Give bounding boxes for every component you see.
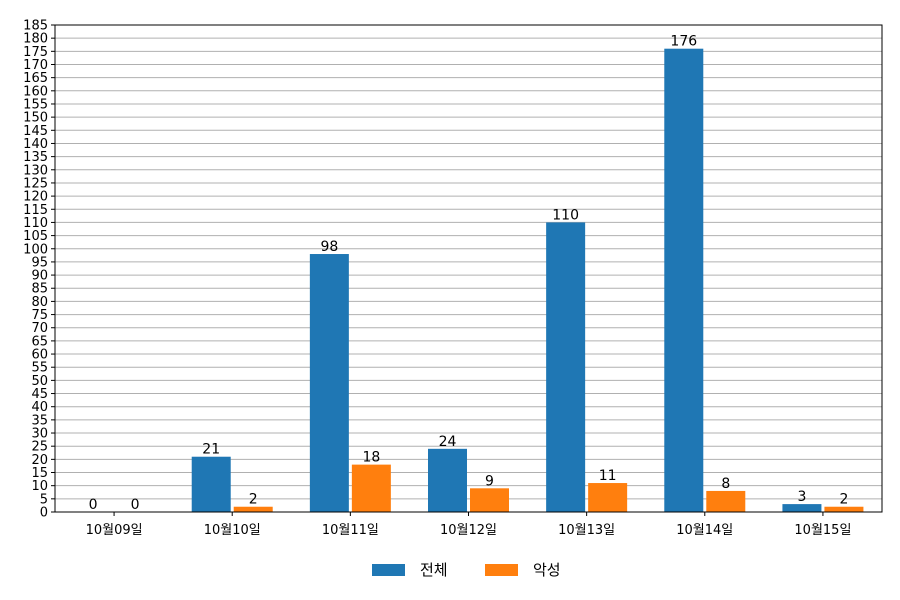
data-label: 9: [485, 473, 494, 489]
data-label: 18: [362, 450, 380, 466]
y-tick-label: 55: [31, 361, 48, 376]
data-label: 98: [320, 239, 338, 255]
data-labels: 0 0 21 2 98 18 24 9 110 11 176 8 3 2: [89, 34, 849, 513]
data-label: 0: [131, 497, 140, 513]
y-tick-label: 155: [23, 97, 48, 112]
y-tick-label: 30: [31, 427, 48, 442]
x-tick-label: 10월10일: [204, 523, 261, 538]
y-tick-label: 115: [23, 203, 48, 218]
y-tick-label: 60: [31, 348, 48, 363]
x-tick-label: 10월14일: [676, 523, 733, 538]
y-tick-label: 85: [31, 282, 48, 297]
y-tick-label: 100: [23, 242, 48, 257]
y-tick-label: 90: [31, 269, 48, 284]
data-label: 0: [89, 497, 98, 513]
data-label: 21: [202, 442, 220, 458]
data-label: 110: [552, 207, 579, 223]
bar-total: [782, 504, 822, 512]
y-tick-label: 180: [23, 32, 48, 47]
x-axis-ticks: 10월09일 10월10일 10월11일 10월12일 10월13일 10월14일 10월1…: [86, 512, 851, 538]
bar-total: [309, 254, 349, 513]
y-tick-label: 175: [23, 45, 48, 60]
data-label: 176: [670, 34, 697, 50]
y-tick-label: 45: [31, 387, 48, 402]
bar-total: [191, 456, 231, 512]
y-tick-label: 145: [23, 124, 48, 139]
y-tick-label: 0: [40, 506, 48, 521]
y-tick-label: 40: [31, 400, 48, 415]
y-tick-label: 160: [23, 84, 48, 99]
y-tick-label: 125: [23, 176, 48, 191]
y-tick-label: 5: [40, 492, 48, 507]
y-axis-ticks: 0510152025303540455055606570758085909510…: [23, 19, 55, 521]
legend-swatch: [372, 564, 405, 576]
x-tick-label: 10월09일: [86, 523, 143, 538]
data-label: 24: [439, 434, 457, 450]
data-label: 11: [599, 468, 617, 484]
data-label: 8: [721, 476, 730, 492]
legend: 전체 악성: [372, 561, 561, 579]
y-tick-label: 15: [31, 466, 48, 481]
data-label: 2: [249, 492, 258, 508]
y-tick-label: 110: [23, 216, 48, 231]
y-tick-label: 150: [23, 111, 48, 126]
x-tick-label: 10월11일: [322, 523, 379, 538]
bar-total: [428, 448, 467, 512]
y-tick-label: 35: [31, 413, 48, 428]
y-tick-label: 50: [31, 374, 48, 389]
y-tick-label: 70: [31, 321, 48, 336]
y-tick-label: 10: [31, 479, 48, 494]
bar-malicious: [233, 506, 273, 512]
y-tick-label: 105: [23, 229, 48, 244]
y-tick-label: 25: [31, 440, 48, 455]
y-tick-label: 20: [31, 453, 48, 468]
y-tick-label: 75: [31, 308, 48, 323]
grid-lines: [55, 37, 882, 500]
y-tick-label: 170: [23, 58, 48, 73]
x-tick-label: 10월15일: [794, 523, 851, 538]
x-tick-label: 10월12일: [440, 523, 497, 538]
data-label: 2: [839, 492, 848, 508]
data-label: 3: [797, 489, 806, 505]
bar-malicious: [351, 464, 391, 512]
plot-frame: [54, 24, 883, 513]
legend-label: 악성: [533, 561, 561, 579]
y-tick-label: 165: [23, 71, 48, 86]
x-tick-label: 10월13일: [558, 523, 615, 538]
y-tick-label: 95: [31, 255, 48, 270]
bar-malicious: [588, 483, 628, 512]
y-tick-label: 130: [23, 163, 48, 178]
y-tick-label: 120: [23, 190, 48, 205]
y-tick-label: 65: [31, 334, 48, 349]
bar-total: [664, 48, 704, 512]
y-tick-label: 80: [31, 295, 48, 310]
y-tick-label: 140: [23, 137, 48, 152]
bars: [191, 48, 864, 513]
bar-malicious: [470, 488, 509, 512]
bar-malicious: [706, 490, 746, 512]
bar-malicious: [824, 506, 864, 512]
y-tick-label: 185: [23, 19, 48, 34]
legend-label: 전체: [420, 561, 448, 579]
y-tick-label: 135: [23, 150, 48, 165]
legend-swatch: [485, 564, 518, 576]
bar-total: [546, 222, 586, 512]
